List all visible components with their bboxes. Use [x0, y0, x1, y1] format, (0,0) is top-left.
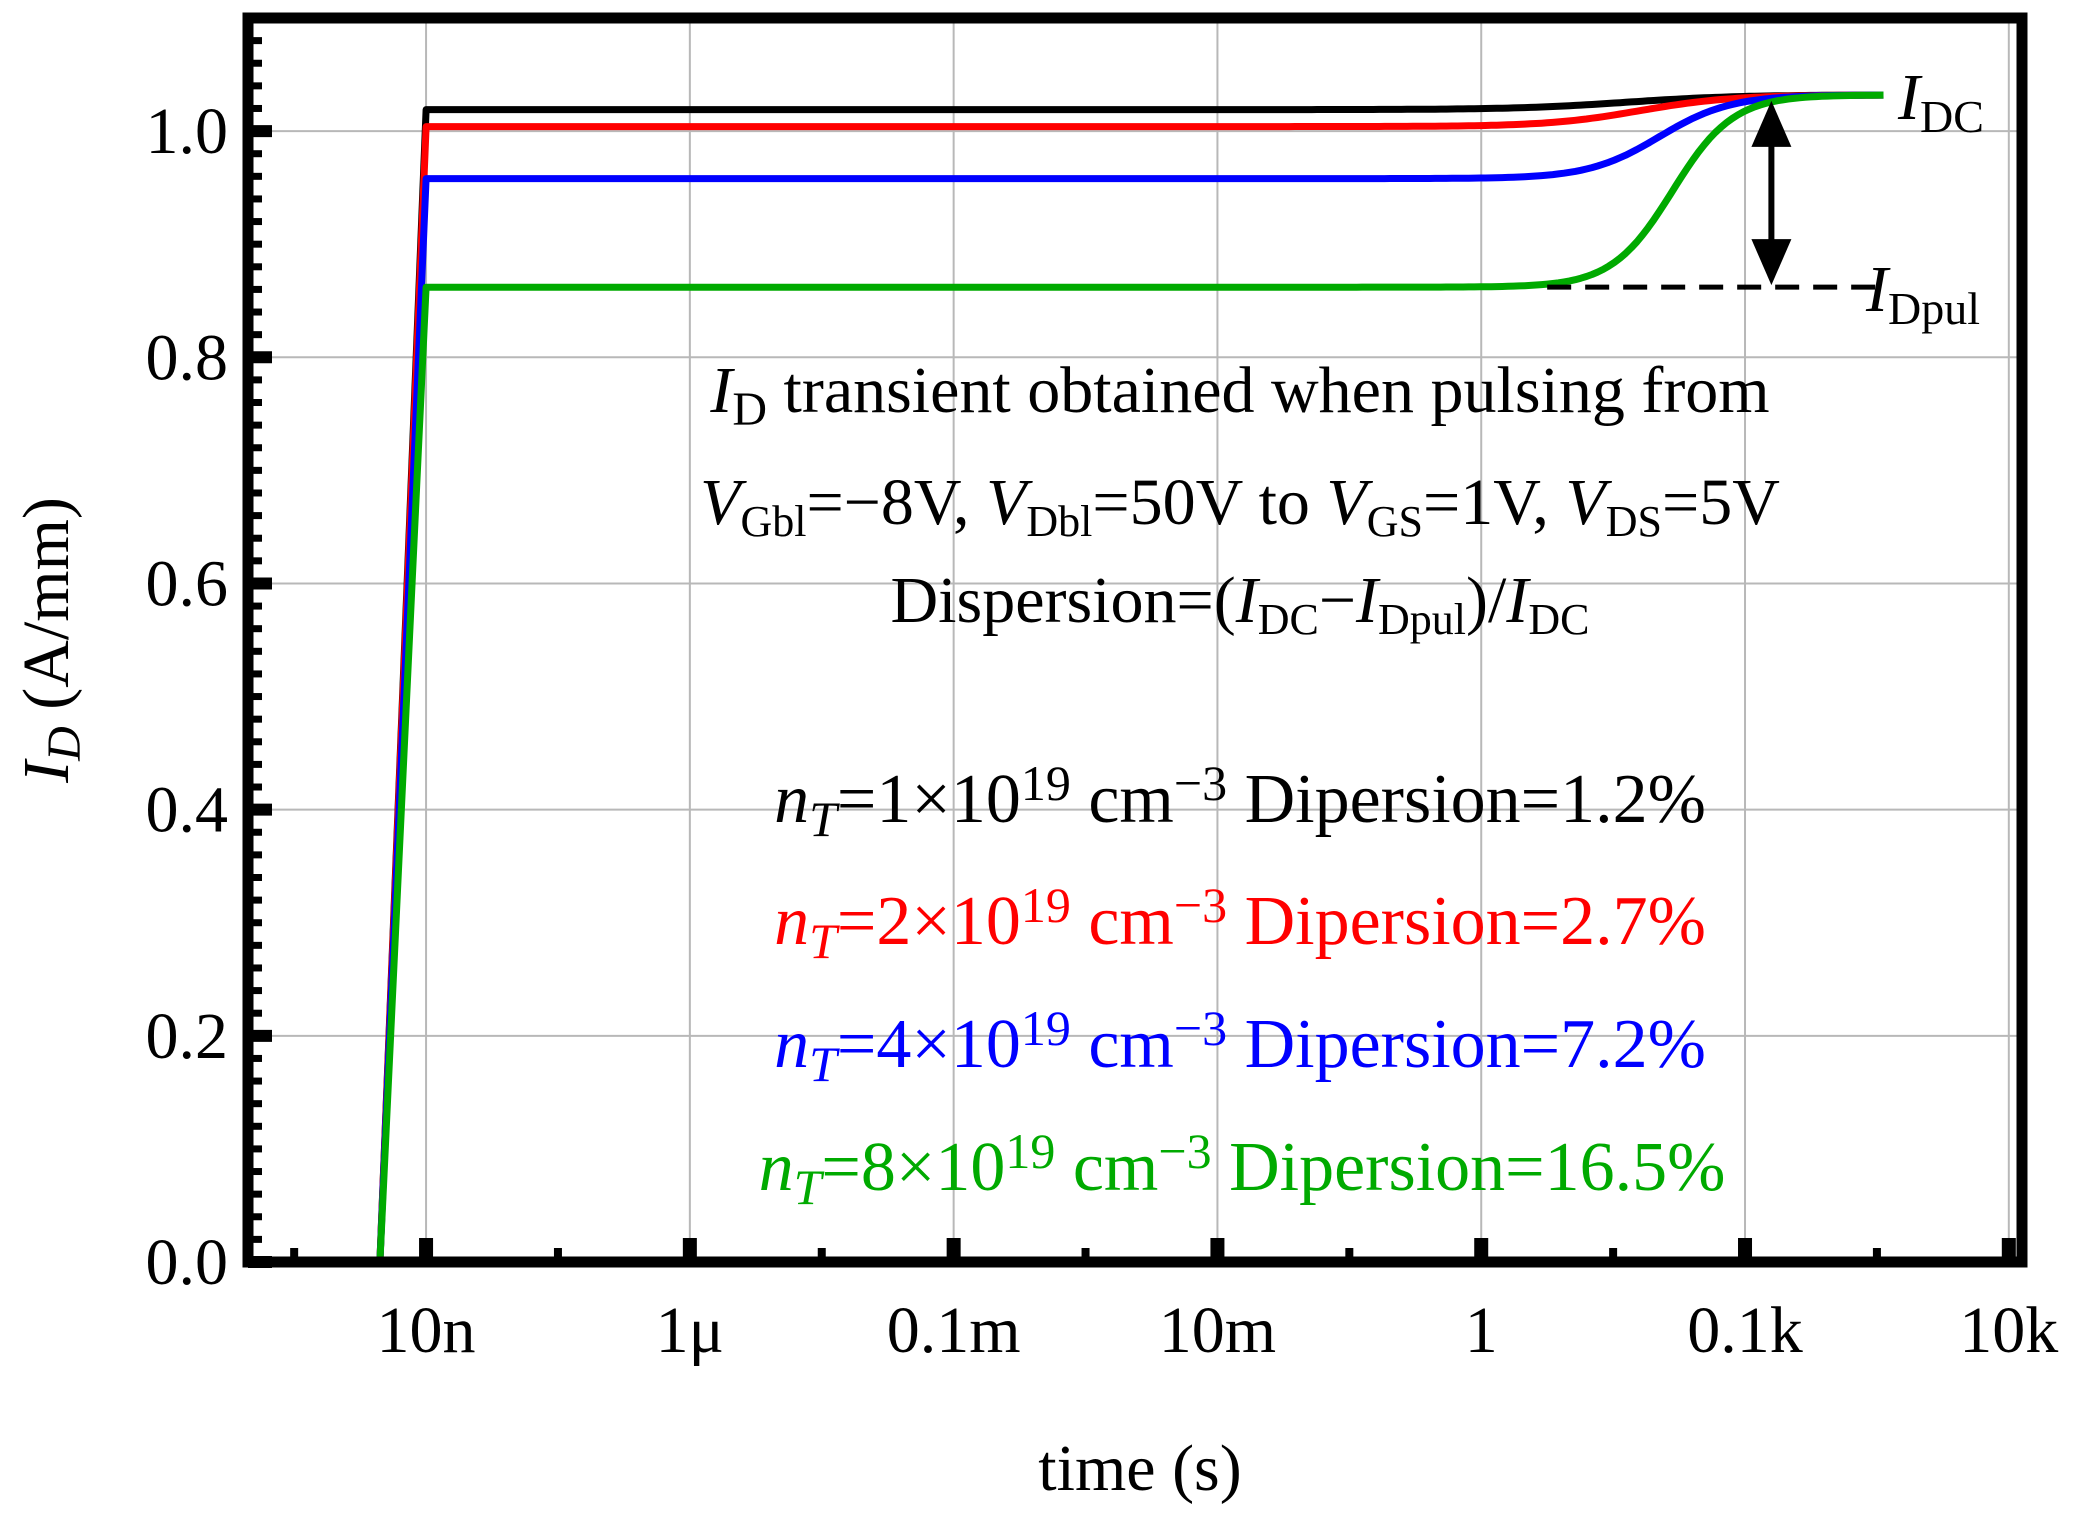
- series-layer: [364, 91, 1884, 1266]
- legend-subscript: T: [794, 1159, 825, 1215]
- legend: nT​=1×1019​ cm−3​ Dipersion=1.2% nT​=2×10…: [759, 755, 1726, 1216]
- legend-unit: cm: [1055, 1129, 1158, 1206]
- annotation-text: =−8V,: [806, 466, 986, 539]
- annotation-line-2: VGbl​=−8V, VDbl​=50V to VGS​=1V, VDS​=5V: [700, 466, 1780, 546]
- y-tick-label: 0.8: [146, 321, 229, 394]
- ylabel-subscript: D: [38, 726, 91, 762]
- legend-exponent: 19: [1005, 1123, 1055, 1179]
- legend-unit: cm: [1071, 761, 1174, 838]
- legend-symbol: n: [774, 883, 809, 960]
- legend-text: Dipersion=7.2%: [1227, 1006, 1706, 1083]
- annotation: ID​ transient obtained when pulsing from…: [700, 354, 1780, 644]
- symbol: V: [700, 466, 747, 539]
- x-tick-label: 1: [1465, 1294, 1498, 1367]
- idpul-label: IDpul: [1865, 253, 1980, 334]
- legend-coef: =8×10: [821, 1129, 1005, 1206]
- y-tick-label: 0.2: [146, 1000, 229, 1073]
- series-line-nT=2e19: [364, 91, 1884, 1266]
- x-tick-label: 0.1m: [887, 1294, 1021, 1367]
- idc-symbol: I: [1897, 61, 1923, 134]
- x-tick-label: 10n: [377, 1294, 476, 1367]
- x-axis-label: time (s): [1038, 1432, 1241, 1505]
- legend-unit-exponent: −3: [1174, 877, 1227, 933]
- legend-text: Dipersion=1.2%: [1227, 761, 1706, 838]
- series-line-nT=4e19: [364, 91, 1884, 1266]
- annotation-text: transient obtained when pulsing from: [767, 354, 1770, 427]
- subscript: Dpul: [1378, 595, 1466, 644]
- symbol: I: [709, 354, 735, 427]
- annotation-text: =5V: [1662, 466, 1780, 539]
- axis-labels: time (s) ID (A/mm): [10, 497, 1242, 1505]
- symbol: I: [1235, 564, 1261, 637]
- annotation-text: −: [1319, 564, 1356, 637]
- legend-symbol: n: [759, 1129, 794, 1206]
- symbol: I: [1505, 564, 1531, 637]
- tick-labels: 10n 1μ 0.1m 10m 1 0.1k 10k 0.0 0.2 0.4 0.6 0.8 1.0: [146, 95, 2059, 1367]
- legend-exponent: 19: [1021, 1000, 1071, 1056]
- legend-exponent: 19: [1021, 755, 1071, 811]
- legend-entry: nT​=4×1019​ cm−3​ Dipersion=7.2%: [774, 1000, 1706, 1093]
- legend-coef: =1×10: [837, 761, 1021, 838]
- legend-text: Dipersion=2.7%: [1227, 883, 1706, 960]
- legend-text: Dipersion=16.5%: [1212, 1129, 1726, 1206]
- idc-subscript: DC: [1920, 91, 1984, 142]
- arrow-head-up: [1751, 100, 1792, 147]
- legend-coef: =2×10: [837, 883, 1021, 960]
- y-tick-label: 0.6: [146, 547, 229, 620]
- arrow-head-down: [1751, 239, 1792, 286]
- legend-entry: nT​=8×1019​ cm−3​ Dipersion=16.5%: [759, 1123, 1726, 1216]
- subscript: Gbl: [740, 497, 806, 546]
- legend-exponent: 19: [1021, 877, 1071, 933]
- legend-entry: nT​=2×1019​ cm−3​ Dipersion=2.7%: [774, 877, 1706, 970]
- annotation-line-1: ID​ transient obtained when pulsing from: [709, 354, 1769, 436]
- legend-unit: cm: [1071, 883, 1174, 960]
- legend-unit-exponent: −3: [1158, 1123, 1211, 1179]
- x-tick-label: 10m: [1159, 1294, 1276, 1367]
- subscript: DC: [1258, 595, 1319, 644]
- legend-unit-exponent: −3: [1174, 1000, 1227, 1056]
- plot-frame: [242, 12, 2028, 1268]
- annotation-text: Dispersion=(: [891, 564, 1236, 637]
- subscript: GS: [1367, 497, 1423, 546]
- grid: [248, 18, 2022, 1263]
- y-tick-label: 0.4: [146, 774, 229, 847]
- series-line-nT=1e19: [364, 91, 1884, 1266]
- subscript: Dbl: [1026, 497, 1092, 546]
- legend-symbol: n: [774, 1006, 809, 1083]
- idpul-symbol: I: [1865, 253, 1891, 326]
- subscript: DC: [1528, 595, 1589, 644]
- x-tick-label: 10k: [1959, 1294, 2058, 1367]
- annotation-text: =1V,: [1423, 466, 1565, 539]
- subscript: DS: [1606, 497, 1662, 546]
- subscript: D: [732, 383, 767, 436]
- legend-unit-exponent: −3: [1174, 755, 1227, 811]
- legend-subscript: T: [809, 913, 840, 969]
- symbol: V: [986, 466, 1033, 539]
- legend-subscript: T: [809, 791, 840, 847]
- symbol: I: [1355, 564, 1381, 637]
- symbol: V: [1326, 466, 1373, 539]
- y-tick-label: 0.0: [146, 1226, 229, 1299]
- legend-entry: nT​=1×1019​ cm−3​ Dipersion=1.2%: [774, 755, 1706, 848]
- y-tick-label: 1.0: [146, 95, 229, 168]
- idpul-subscript: Dpul: [1888, 283, 1980, 334]
- legend-symbol: n: [774, 761, 809, 838]
- y-axis-label: ID (A/mm): [10, 497, 91, 784]
- legend-subscript: T: [809, 1036, 840, 1092]
- legend-coef: =4×10: [837, 1006, 1021, 1083]
- x-tick-label: 1μ: [656, 1294, 724, 1367]
- series-line-nT=8e19: [364, 91, 1884, 1266]
- ylabel-unit: (A/mm): [10, 497, 83, 726]
- idc-label: IDC: [1897, 61, 1984, 142]
- legend-unit: cm: [1071, 1006, 1174, 1083]
- annotation-line-3: Dispersion=(IDC​−IDpul​)/IDC​: [891, 564, 1590, 644]
- ylabel-symbol: I: [10, 758, 83, 784]
- x-tick-label: 0.1k: [1687, 1294, 1803, 1367]
- annotation-text: )/: [1466, 564, 1507, 637]
- annotation-text: =50V to: [1092, 466, 1326, 539]
- symbol: V: [1565, 466, 1612, 539]
